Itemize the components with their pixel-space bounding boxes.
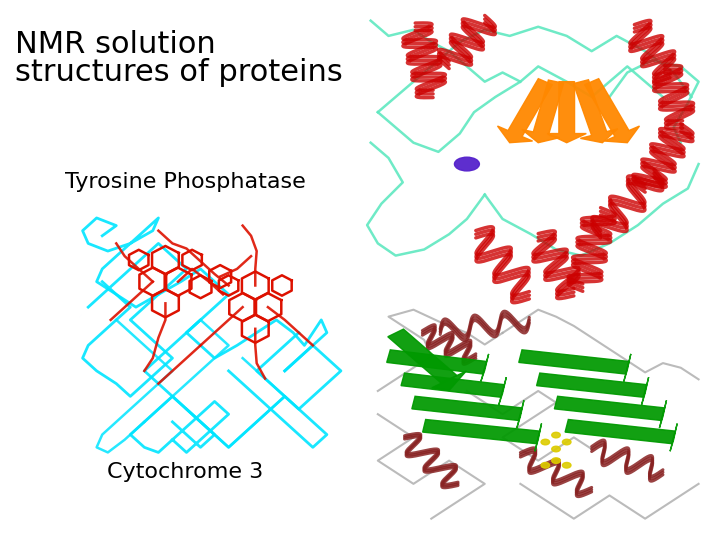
Polygon shape [387, 350, 487, 374]
Ellipse shape [454, 157, 480, 171]
Polygon shape [573, 80, 618, 143]
Text: Cytochrome 3: Cytochrome 3 [107, 462, 263, 482]
Polygon shape [517, 400, 524, 428]
Polygon shape [660, 400, 667, 428]
Polygon shape [423, 420, 540, 444]
Polygon shape [519, 350, 629, 374]
Polygon shape [522, 80, 564, 143]
Circle shape [552, 458, 560, 463]
Circle shape [552, 433, 560, 438]
Circle shape [562, 462, 571, 468]
Polygon shape [670, 423, 678, 451]
Polygon shape [498, 79, 552, 143]
Text: NMR solution: NMR solution [15, 30, 216, 59]
Polygon shape [547, 82, 586, 143]
Text: Tyrosine Phosphatase: Tyrosine Phosphatase [65, 172, 305, 192]
Circle shape [541, 439, 549, 445]
Polygon shape [536, 373, 647, 397]
Text: structures of proteins: structures of proteins [15, 58, 343, 87]
Circle shape [552, 446, 560, 452]
Circle shape [541, 462, 549, 468]
Polygon shape [499, 377, 506, 405]
Circle shape [562, 439, 571, 445]
Polygon shape [624, 354, 631, 382]
Polygon shape [432, 371, 467, 390]
Polygon shape [565, 420, 675, 444]
Polygon shape [642, 377, 649, 405]
Polygon shape [554, 396, 665, 421]
Polygon shape [388, 329, 457, 383]
Polygon shape [585, 79, 639, 143]
Polygon shape [535, 423, 541, 451]
Polygon shape [481, 354, 489, 382]
Polygon shape [412, 396, 522, 421]
Polygon shape [401, 373, 504, 397]
